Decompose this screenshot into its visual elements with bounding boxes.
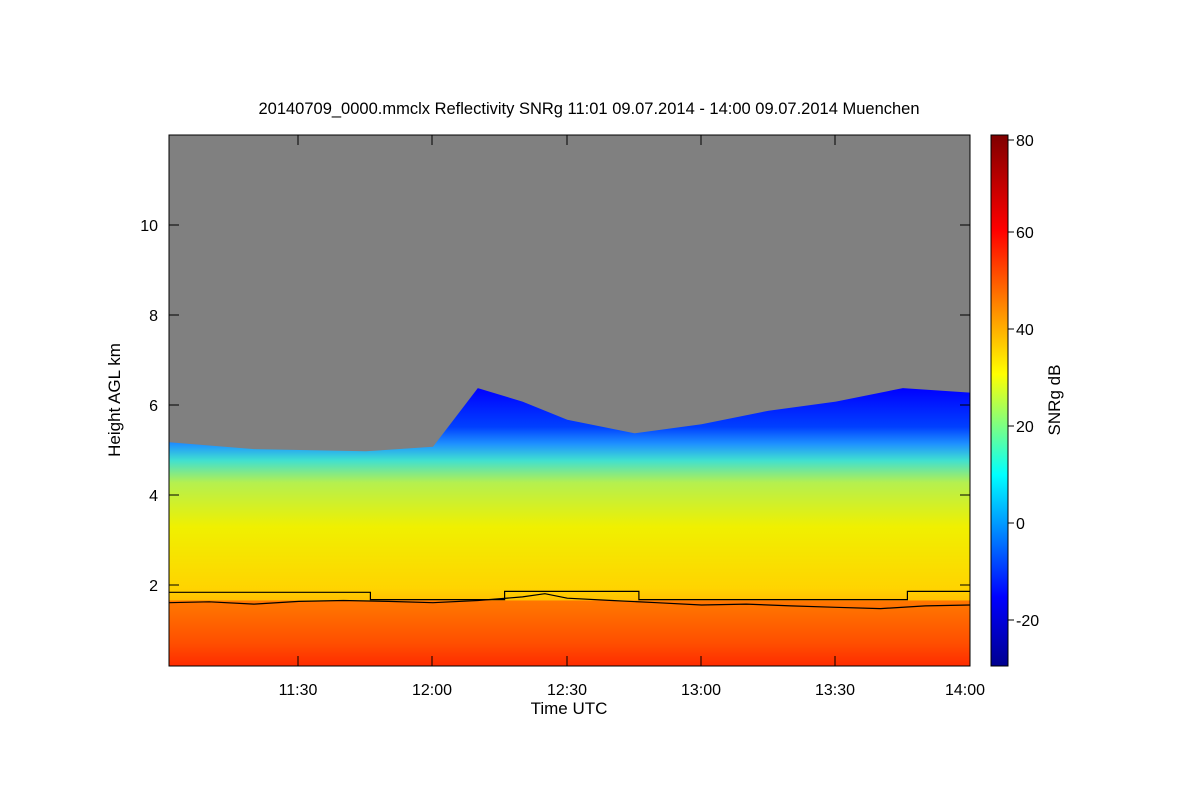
colorbar-gradient — [990, 134, 1009, 667]
surface-echo-band — [169, 600, 970, 666]
x-tick-label: 11:30 — [279, 682, 318, 699]
y-tick-label: 6 — [149, 398, 158, 415]
jagged-line-series — [169, 593, 970, 610]
y-tick-label: 10 — [140, 218, 158, 235]
colorbar-tick-label: 80 — [1016, 133, 1034, 150]
colorbar-tick-label: 20 — [1016, 419, 1034, 436]
x-tick-label: 12:30 — [547, 682, 587, 699]
step-line-series — [169, 590, 970, 601]
chart-title: 20140709_0000.mmclx Reflectivity SNRg 11… — [258, 100, 919, 118]
colorbar-tick-label: 60 — [1016, 225, 1034, 242]
x-axis: 11:30 12:00 12:30 13:00 13:30 14:00 — [279, 135, 985, 699]
plot-frame — [168, 134, 971, 667]
y-tick-label: 8 — [149, 308, 158, 325]
colorbar-label: SNRg dB — [1045, 365, 1064, 436]
x-tick-label: 14:00 — [945, 682, 985, 699]
x-tick-label: 12:00 — [412, 682, 452, 699]
x-axis-label: Time UTC — [531, 699, 608, 718]
colorbar-tick-label: -20 — [1016, 613, 1039, 630]
y-axis-label: Height AGL km — [105, 343, 124, 457]
plot-area — [169, 135, 970, 666]
echo-area — [169, 388, 970, 666]
colorbar-tick-label: 40 — [1016, 322, 1034, 339]
y-tick-label: 4 — [149, 488, 158, 505]
y-tick-label: 2 — [149, 578, 158, 595]
y-axis: 2 4 6 8 10 — [140, 218, 970, 595]
x-tick-label: 13:00 — [681, 682, 721, 699]
x-tick-label: 13:30 — [815, 682, 855, 699]
colorbar-tick-label: 0 — [1016, 516, 1025, 533]
colorbar: -20 0 20 40 60 80 — [990, 133, 1039, 667]
